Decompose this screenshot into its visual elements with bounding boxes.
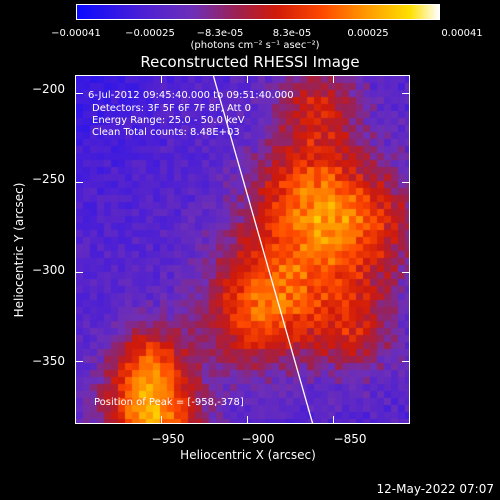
- y-tick-mark: [75, 271, 83, 273]
- info-time-range: 6-Jul-2012 09:45:40.000 to 09:51:40.000: [88, 90, 294, 101]
- x-tick-mark: [332, 416, 334, 424]
- y-tick-mark: [402, 182, 410, 184]
- x-tick-mark: [246, 416, 248, 424]
- x-tick-label: −850: [333, 432, 367, 446]
- y-tick-label: −200: [32, 82, 65, 96]
- info-detectors: Detectors: 3F 5F 6F 7F 8F, Att 0: [92, 103, 252, 114]
- y-tick-mark: [402, 271, 410, 273]
- colorbar-tick: −8.3e-05: [196, 28, 244, 39]
- y-tick-label: −300: [32, 263, 65, 277]
- heatmap-canvas: [76, 76, 409, 423]
- info-peak: Position of Peak = [-958,-378]: [94, 397, 244, 408]
- x-tick-mark: [160, 75, 162, 83]
- y-tick-label: −250: [32, 172, 65, 186]
- colorbar: [76, 4, 440, 20]
- limb-overlay: [212, 76, 314, 423]
- colorbar-tick: 8.3e-05: [272, 28, 312, 39]
- colorbar-tick: −0.00041: [51, 28, 101, 39]
- info-energy: Energy Range: 25.0 - 50.0 keV: [92, 115, 245, 126]
- chart-title: Reconstructed RHESSI Image: [140, 53, 360, 71]
- colorbar-tick: −0.00025: [125, 28, 175, 39]
- y-tick-mark: [402, 92, 410, 94]
- x-tick-mark: [160, 416, 162, 424]
- x-tick-mark: [246, 75, 248, 83]
- y-tick-mark: [75, 361, 83, 363]
- y-tick-label: −350: [32, 354, 65, 368]
- x-tick-mark: [332, 75, 334, 83]
- y-axis-label: Heliocentric Y (arcsec): [12, 182, 26, 318]
- y-tick-mark: [402, 361, 410, 363]
- y-tick-mark: [75, 92, 83, 94]
- colorbar-tick: 0.00041: [441, 28, 483, 39]
- y-tick-mark: [75, 182, 83, 184]
- x-axis-label: Heliocentric X (arcsec): [180, 448, 316, 462]
- colorbar-tick: 0.00025: [347, 28, 389, 39]
- info-clean: Clean Total counts: 8.48E+03: [92, 127, 240, 138]
- x-tick-label: −900: [241, 432, 275, 446]
- timestamp-footer: 12-May-2022 07:07: [376, 482, 494, 496]
- solar-limb-line: [212, 76, 314, 423]
- heatmap-plot: 6-Jul-2012 09:45:40.000 to 09:51:40.000 …: [75, 75, 410, 424]
- x-tick-label: −950: [151, 432, 185, 446]
- colorbar-units: (photons cm⁻² s⁻¹ asec⁻²): [190, 40, 320, 51]
